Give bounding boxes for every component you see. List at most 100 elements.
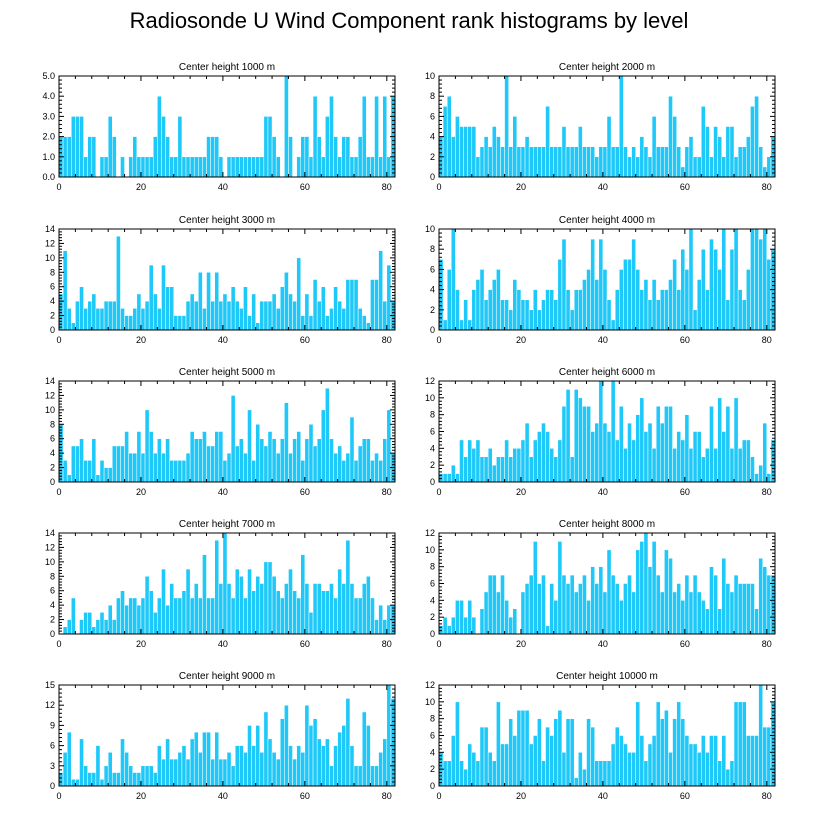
x-tick-label: 20 bbox=[516, 335, 526, 345]
histogram-bar bbox=[483, 726, 489, 787]
histogram-bar bbox=[75, 445, 80, 483]
histogram-bar bbox=[210, 597, 215, 635]
plot-frame bbox=[58, 684, 396, 787]
histogram-bar bbox=[713, 248, 718, 331]
histogram-bar bbox=[239, 576, 244, 635]
x-tick-label: 80 bbox=[382, 639, 392, 649]
y-tick-label: 2 bbox=[430, 764, 435, 774]
histogram-bar bbox=[95, 474, 101, 483]
histogram-bar bbox=[193, 156, 199, 178]
histogram-bar bbox=[631, 238, 636, 331]
histogram-bar bbox=[247, 568, 252, 635]
histogram-bar bbox=[750, 228, 755, 331]
histogram-bar bbox=[185, 758, 191, 787]
y-tick-label: 0 bbox=[50, 477, 55, 487]
x-tick-label: 0 bbox=[56, 335, 61, 345]
histogram-bar bbox=[594, 156, 600, 178]
histogram-bar bbox=[545, 726, 550, 787]
histogram-bar bbox=[467, 743, 473, 787]
histogram-bar bbox=[91, 136, 97, 178]
histogram-bar bbox=[549, 583, 554, 635]
y-tick-label: 2 bbox=[430, 305, 435, 315]
histogram-bar bbox=[288, 452, 293, 483]
plot-frame bbox=[438, 228, 776, 331]
histogram-bar bbox=[234, 745, 240, 787]
x-tick-label: 40 bbox=[218, 335, 228, 345]
histogram-bar bbox=[545, 625, 550, 635]
histogram-bar bbox=[463, 768, 468, 787]
histogram-bar bbox=[263, 300, 269, 331]
histogram-bar bbox=[198, 272, 203, 331]
histogram-bar bbox=[660, 146, 665, 178]
x-tick-label: 60 bbox=[300, 791, 310, 801]
x-tick-label: 0 bbox=[436, 182, 441, 192]
histogram-bar bbox=[479, 269, 485, 331]
histogram-bar bbox=[733, 701, 739, 787]
histogram-bar bbox=[112, 136, 117, 178]
histogram-bar bbox=[619, 735, 624, 787]
histogram-bar bbox=[746, 583, 751, 635]
histogram-bar bbox=[553, 146, 559, 178]
histogram-bar bbox=[619, 406, 624, 483]
histogram-bar bbox=[573, 289, 579, 331]
histogram-bar bbox=[206, 136, 211, 178]
histogram-bar bbox=[173, 758, 179, 787]
histogram-bar bbox=[189, 431, 195, 483]
histogram-bar bbox=[300, 460, 306, 483]
histogram-bar bbox=[631, 752, 636, 787]
histogram-bar bbox=[750, 583, 755, 635]
histogram-bar bbox=[107, 300, 113, 331]
y-tick-label: 14 bbox=[45, 528, 55, 538]
histogram-bar bbox=[296, 156, 302, 178]
histogram-bar bbox=[325, 116, 330, 178]
histogram-bar bbox=[185, 156, 191, 178]
histogram-bar bbox=[737, 583, 743, 635]
histogram-bar bbox=[705, 752, 710, 787]
y-tick-label: 0 bbox=[430, 477, 435, 487]
histogram-bar bbox=[561, 752, 567, 787]
histogram-bar bbox=[664, 406, 669, 483]
histogram-bar bbox=[541, 299, 546, 331]
histogram-bar bbox=[263, 116, 269, 178]
histogram-bar bbox=[349, 279, 355, 331]
histogram-bar bbox=[284, 704, 289, 787]
histogram-bar bbox=[512, 448, 518, 483]
histogram-bar bbox=[455, 116, 460, 178]
histogram-bar bbox=[672, 116, 677, 178]
histogram-bar bbox=[754, 735, 759, 787]
histogram-bar bbox=[700, 600, 706, 635]
histogram-bar bbox=[361, 583, 367, 635]
histogram-bar bbox=[382, 738, 388, 787]
histogram-bar bbox=[709, 238, 714, 331]
histogram-bar bbox=[120, 156, 125, 178]
plot-frame bbox=[58, 228, 396, 331]
histogram-bar bbox=[467, 439, 473, 483]
x-tick-label: 20 bbox=[136, 487, 146, 497]
histogram-bar bbox=[492, 279, 497, 331]
histogram-bar bbox=[561, 238, 567, 331]
histogram-bar bbox=[370, 156, 375, 178]
histogram-bar bbox=[692, 743, 698, 787]
histogram-bar bbox=[557, 710, 563, 787]
histogram-bar bbox=[226, 752, 232, 787]
y-tick-label: 0 bbox=[50, 629, 55, 639]
histogram-bar bbox=[99, 612, 105, 635]
histogram-bar bbox=[128, 597, 134, 635]
histogram-bar bbox=[87, 136, 93, 178]
y-tick-label: 6 bbox=[430, 264, 435, 274]
histogram-bar bbox=[341, 460, 347, 483]
histogram-bar bbox=[366, 322, 371, 331]
histogram-bar bbox=[610, 743, 616, 787]
histogram-bar bbox=[341, 136, 347, 178]
histogram-bar bbox=[520, 146, 526, 178]
histogram-panel: Center height 8000 m 0 20 40 60 80 0 2 4 6 8 10 12 bbox=[425, 519, 776, 649]
histogram-bar bbox=[112, 772, 117, 787]
panel-title: Center height 2000 m bbox=[559, 62, 655, 73]
histogram-bar bbox=[553, 299, 559, 331]
histogram-bar bbox=[635, 414, 641, 483]
histogram-bar bbox=[181, 460, 187, 483]
histogram-bar bbox=[508, 146, 514, 178]
histogram-bar bbox=[341, 308, 347, 331]
histogram-bar bbox=[304, 136, 310, 178]
histogram-bar bbox=[651, 541, 657, 635]
